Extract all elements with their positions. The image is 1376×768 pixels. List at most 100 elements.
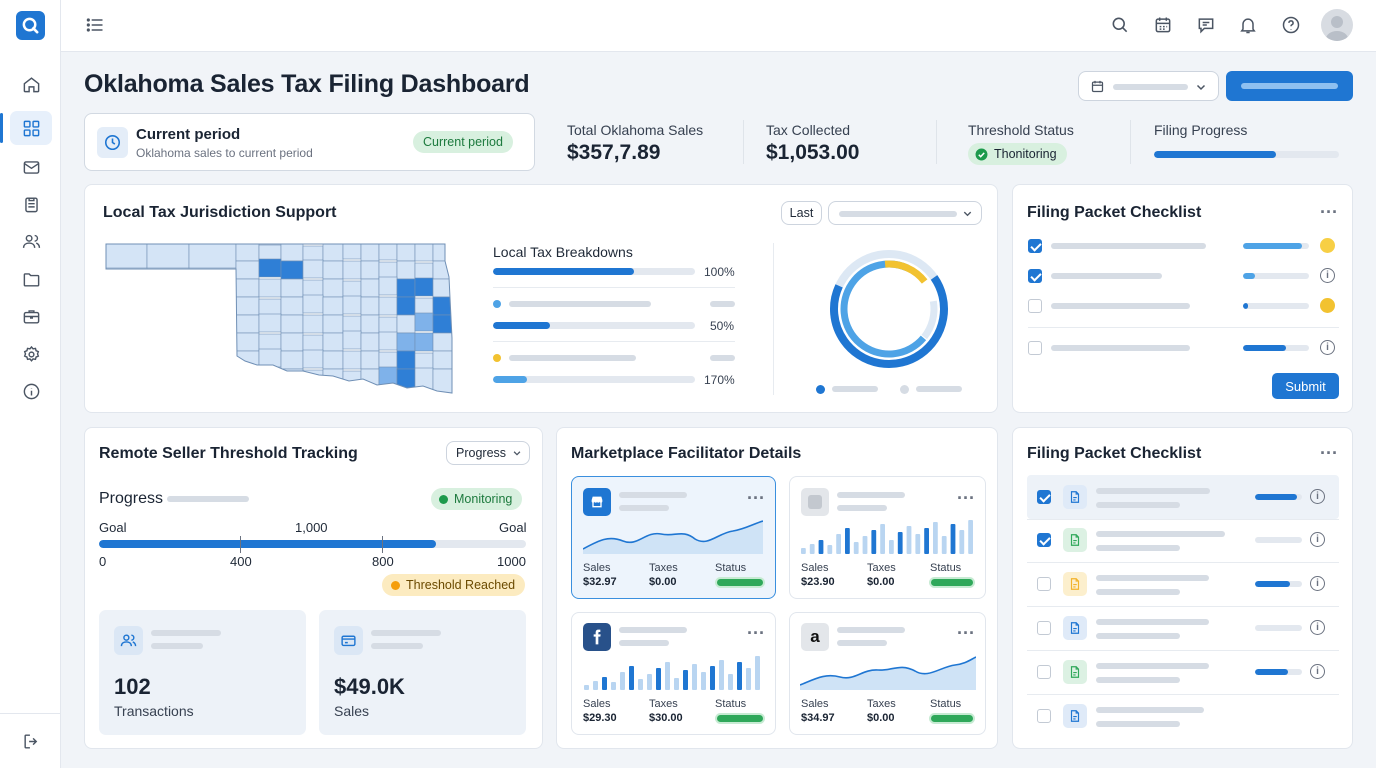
info-icon[interactable]: i [1310,489,1325,504]
chat-icon[interactable] [1194,13,1218,37]
checklist-checkbox[interactable] [1028,299,1042,313]
settings-icon[interactable] [10,337,52,371]
taxes-label: Taxes [867,562,896,574]
info-icon[interactable]: i [1320,340,1335,355]
county-shape [235,350,260,370]
folder-icon[interactable] [10,262,52,296]
info-icon[interactable]: i [1310,664,1325,679]
more-options-icon[interactable]: ··· [747,488,765,508]
app-logo[interactable] [16,11,45,40]
info-icon[interactable]: i [1310,532,1325,547]
row-placeholder [1096,575,1209,581]
clipboard-icon[interactable] [10,187,52,221]
document-icon [1063,660,1087,684]
row-placeholder [1096,619,1209,625]
more-options-icon[interactable]: ··· [747,623,765,643]
briefcase-icon[interactable] [10,299,52,333]
county-shape [280,332,304,352]
county-shape [322,350,344,370]
row-divider [1027,562,1339,563]
jurisdiction-select[interactable] [828,201,982,225]
document-icon [1063,616,1087,640]
checklist-row[interactable]: i [1013,475,1354,519]
search-icon[interactable] [1108,13,1132,37]
more-options-icon[interactable]: ··· [957,488,975,508]
checklist-checkbox[interactable] [1028,341,1042,355]
last-button[interactable]: Last [781,201,822,225]
facilitator-card[interactable]: a ··· Sales $34.97 Taxes $0.00 Status [789,612,986,735]
county-shape [258,348,282,368]
home-icon[interactable] [10,67,52,101]
facilitator-card[interactable]: ··· Sales $29.30 Taxes $30.00 Status [571,612,776,735]
county-shape [302,259,324,279]
checklist-row[interactable]: i [1013,562,1354,606]
county-shape [432,314,452,334]
spark-bar [647,674,652,690]
spark-bar [620,672,625,690]
checklist-row[interactable]: i [1013,650,1354,694]
progress-select[interactable]: Progress [446,441,530,465]
checklist-checkbox[interactable] [1028,269,1042,283]
date-range-select[interactable] [1078,71,1219,101]
card-placeholder [837,505,887,511]
checklist-row[interactable]: i [1013,606,1354,650]
checklist-checkbox[interactable] [1028,239,1042,253]
county-shape [342,350,362,370]
info-icon[interactable] [10,374,52,408]
users-icon[interactable] [10,224,52,258]
spark-bar [593,681,598,690]
info-icon[interactable]: i [1310,576,1325,591]
item-progress [1255,669,1302,675]
county-shape [146,244,190,269]
county-shape [396,244,416,262]
row-placeholder [1096,633,1180,639]
status-indicator [717,579,763,586]
dashboard-icon[interactable] [0,111,52,145]
county-shape [235,260,260,280]
taxes-value: $30.00 [649,712,683,724]
sales-label: Sales [583,562,611,574]
card-placeholder [619,492,687,498]
checklist-checkbox[interactable] [1037,533,1051,547]
more-options-icon[interactable]: ··· [1320,443,1338,463]
breakdown-title: Local Tax Breakdowns [493,244,633,260]
info-icon[interactable]: i [1310,620,1325,635]
spark-bar [853,542,859,554]
county-shape [322,278,344,298]
calendar-icon[interactable] [1151,13,1175,37]
county-shape [414,332,434,352]
info-icon[interactable]: i [1320,268,1335,283]
facilitator-card[interactable]: ··· Sales $32.97 Taxes $0.00 Status [571,476,776,599]
more-options-icon[interactable]: ··· [957,623,975,643]
threshold-title: Remote Seller Threshold Tracking [99,445,358,462]
transactions-tile: 102 Transactions [99,610,306,735]
breakdown-bar [493,268,695,275]
item-progress [1255,625,1302,631]
chevron-down-icon [513,451,521,456]
mail-icon[interactable] [10,150,52,184]
help-icon[interactable] [1279,13,1303,37]
menu-icon[interactable] [83,13,107,37]
alert-icon [1320,298,1335,313]
county-shape [322,260,344,280]
checklist-row[interactable] [1013,694,1354,738]
document-icon [1063,485,1087,509]
checklist-checkbox[interactable] [1037,577,1051,591]
period-card[interactable]: Current period Oklahoma sales to current… [84,113,535,171]
submit-button[interactable]: Submit [1272,373,1339,399]
checklist-checkbox[interactable] [1037,709,1051,723]
donut-chart [830,250,948,368]
checklist-checkbox[interactable] [1037,490,1051,504]
facilitator-card[interactable]: ··· Sales $23.90 Taxes $0.00 Status [789,476,986,599]
checklist-checkbox[interactable] [1037,665,1051,679]
spark-bar [959,530,965,554]
avatar[interactable] [1321,9,1353,41]
more-options-icon[interactable]: ··· [1320,202,1338,222]
county-shape [342,370,362,393]
checklist-checkbox[interactable] [1037,621,1051,635]
primary-action-button[interactable] [1226,71,1353,101]
logout-icon[interactable] [10,724,52,758]
bell-icon[interactable] [1236,13,1260,37]
checklist-row[interactable]: i [1013,518,1354,562]
sales-value: $49.0K [334,674,405,699]
